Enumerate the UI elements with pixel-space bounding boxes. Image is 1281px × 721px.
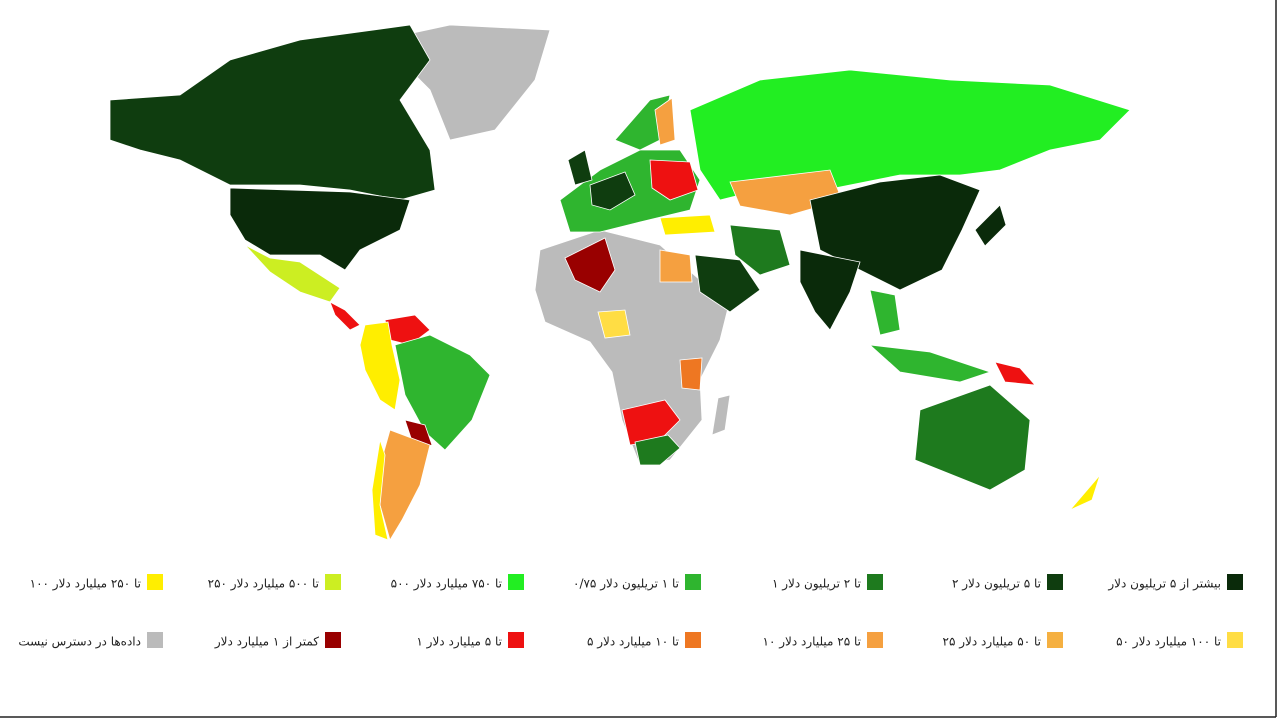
legend-label: ۱ تا ۲ تریلیون دلار xyxy=(772,577,861,592)
legend-label: ۱۰ تا ۲۵ میلیارد دلار xyxy=(763,635,861,650)
southeast-asia xyxy=(869,289,901,336)
finland xyxy=(654,97,676,146)
legend-swatch xyxy=(685,632,701,648)
legend-label: کمتر از ۱ میلیارد دلار xyxy=(214,635,319,650)
south-africa xyxy=(634,434,681,466)
legend-label: ۱ تا ۵ میلیارد دلار xyxy=(416,635,502,650)
brazil xyxy=(394,334,491,451)
legend-label: ۱۰۰ تا ۲۵۰ میلیارد دلار xyxy=(30,577,141,592)
legend-swatch xyxy=(1227,632,1243,648)
legend-label: ۵ تا ۱۰ میلیارد دلار xyxy=(587,635,679,650)
legend-swatch xyxy=(1227,574,1243,590)
legend-swatch xyxy=(325,632,341,648)
france-germany xyxy=(589,171,636,211)
legend-label: ۲۵۰ تا ۵۰۰ میلیارد دلار xyxy=(208,577,319,592)
central-america xyxy=(329,301,361,331)
legend-swatch xyxy=(147,574,163,590)
legend-swatch xyxy=(867,574,883,590)
legend-swatch xyxy=(685,574,701,590)
new-zealand xyxy=(1069,474,1101,511)
legend: بیشتر از ۵ تریلیون دلار ۲ تا ۵ تریلیون دل… xyxy=(18,574,1243,650)
legend-swatch xyxy=(508,574,524,590)
legend-label: داده‌ها در دسترس نیست xyxy=(18,635,141,650)
papua-new-guinea xyxy=(994,361,1036,386)
legend-label: ۲۵ تا ۵۰ میلیارد دلار xyxy=(943,635,1041,650)
egypt xyxy=(659,249,693,283)
legend-label: ۰/۷۵ تا ۱ تریلیون دلار xyxy=(573,577,679,592)
iran xyxy=(729,224,791,276)
saudi-arabia xyxy=(694,254,761,313)
chile xyxy=(371,439,389,541)
legend-label: ۲ تا ۵ تریلیون دلار xyxy=(952,577,1041,592)
japan xyxy=(974,204,1007,247)
legend-swatch xyxy=(1047,632,1063,648)
legend-swatch xyxy=(508,632,524,648)
india xyxy=(799,249,861,331)
usa xyxy=(229,187,411,271)
legend-swatch xyxy=(1047,574,1063,590)
nigeria xyxy=(597,309,631,339)
legend-label: ۵۰ تا ۱۰۰ میلیارد دلار xyxy=(1116,635,1221,650)
world-map xyxy=(109,24,1131,541)
eastern-europe xyxy=(649,159,699,201)
legend-swatch xyxy=(147,632,163,648)
canada xyxy=(109,24,436,201)
legend-label: ۵۰۰ تا ۷۵۰ میلیارد دلار xyxy=(391,577,502,592)
indonesia xyxy=(868,344,992,383)
turkey xyxy=(659,214,716,236)
legend-swatch xyxy=(325,574,341,590)
mexico xyxy=(244,244,341,303)
legend-label: بیشتر از ۵ تریلیون دلار xyxy=(1107,577,1221,592)
madagascar xyxy=(711,394,731,436)
legend-swatch xyxy=(867,632,883,648)
algeria xyxy=(564,237,616,293)
southern-africa xyxy=(621,399,681,446)
uk xyxy=(567,149,593,186)
colombia-peru xyxy=(359,321,401,411)
australia xyxy=(914,384,1031,491)
kenya xyxy=(679,357,703,391)
argentina xyxy=(379,429,431,541)
